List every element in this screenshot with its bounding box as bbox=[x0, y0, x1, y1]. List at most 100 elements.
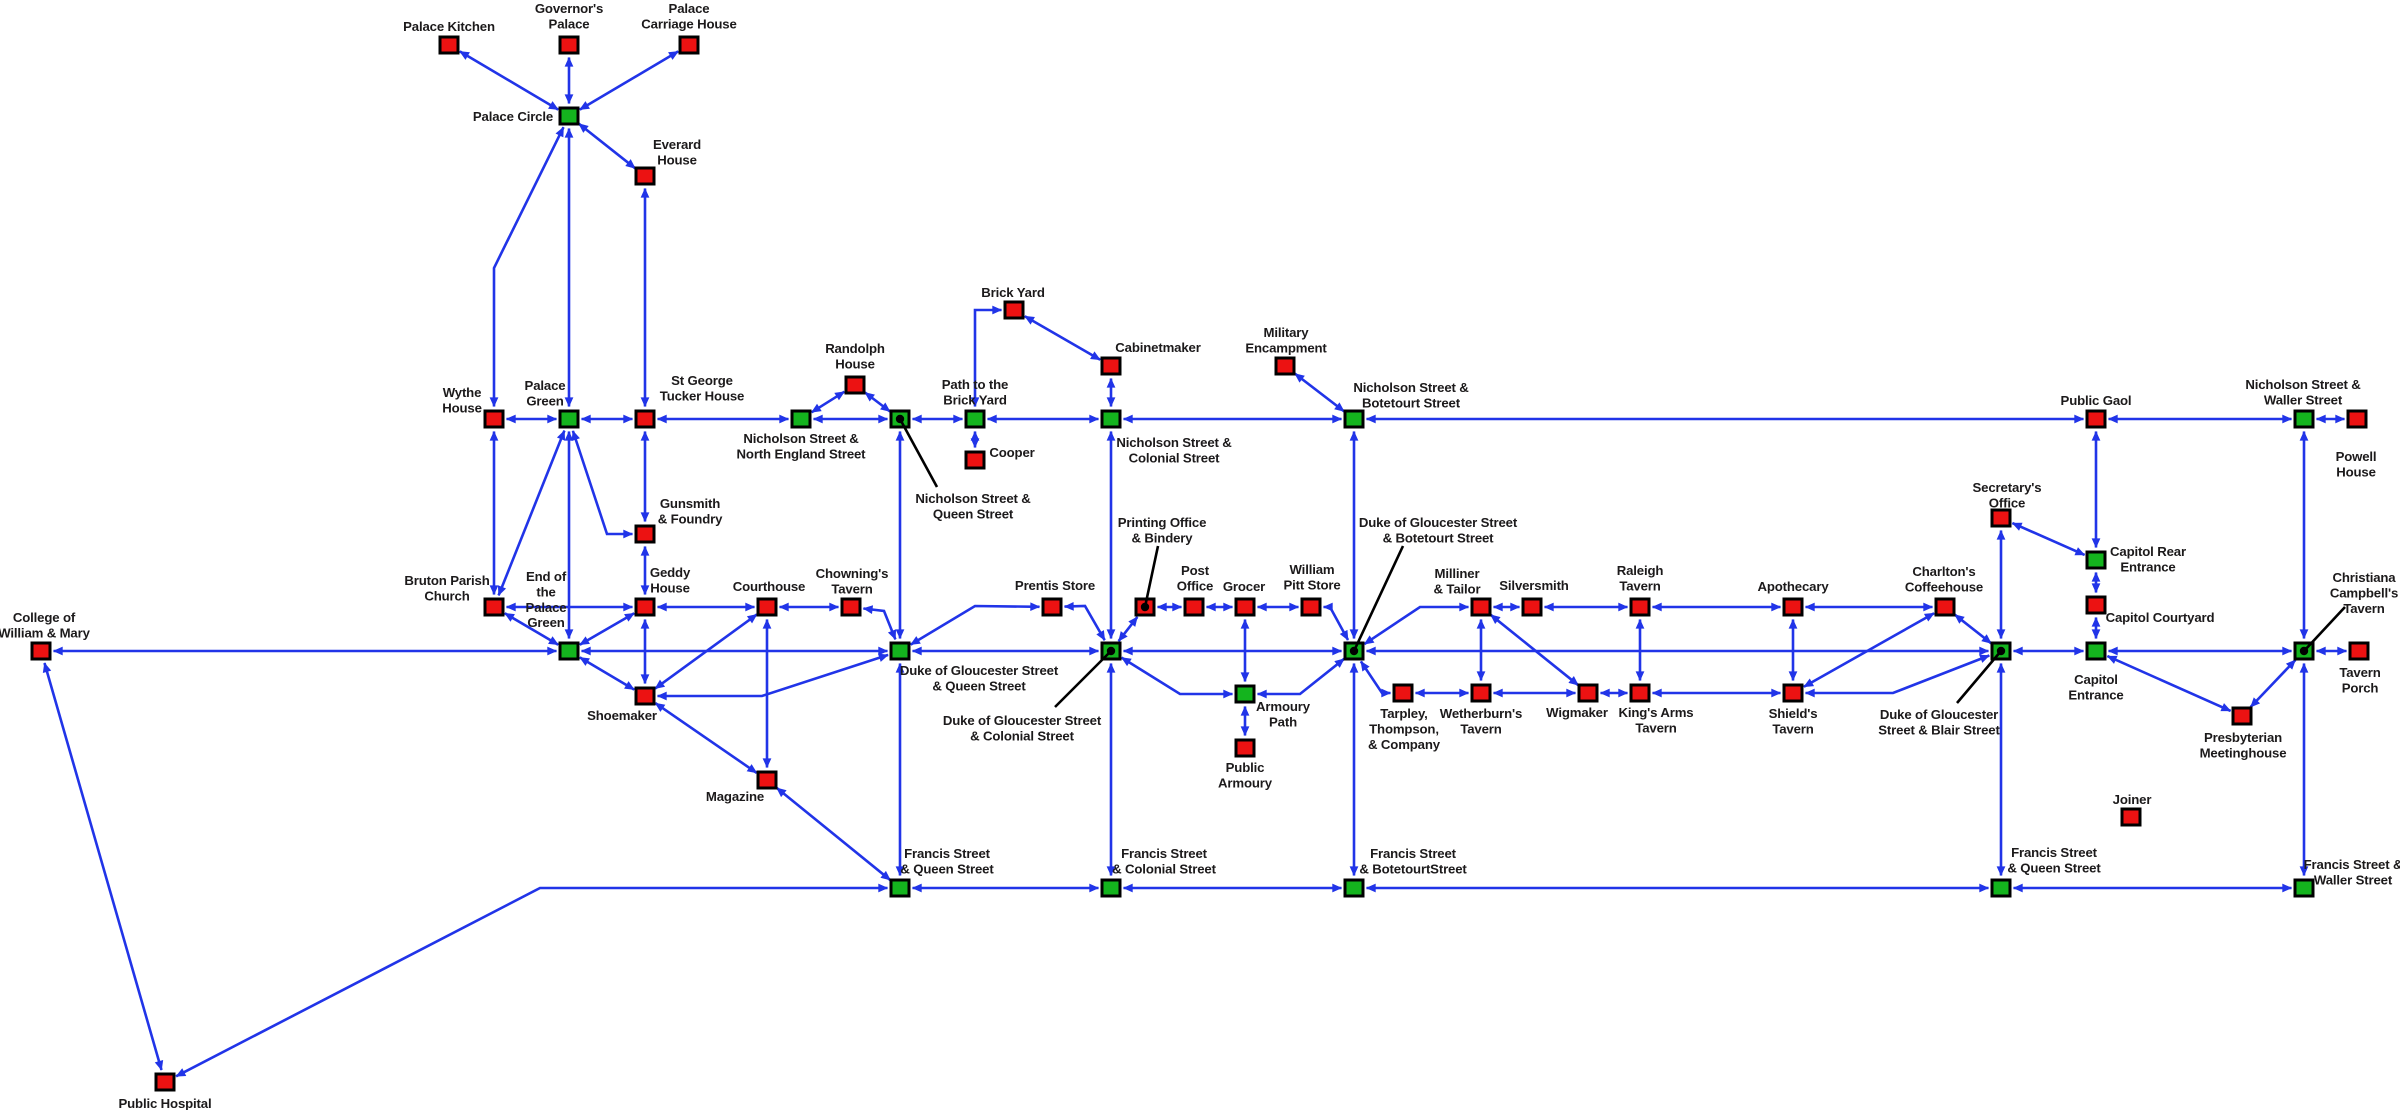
node-francis-waller[interactable] bbox=[2293, 878, 2315, 898]
node-wigmaker[interactable] bbox=[1577, 683, 1599, 703]
edge-brick-yard--cabinetmaker bbox=[1024, 315, 1101, 361]
node-label-geddy-house: Geddy House bbox=[650, 565, 691, 595]
node-label-francis-colonial: Francis Street & Colonial Street bbox=[1112, 846, 1216, 876]
node-label-governors-palace: Governor's Palace bbox=[535, 1, 603, 31]
edge-armoury-path--dog-botetourt bbox=[1256, 657, 1346, 699]
node-public-hospital[interactable] bbox=[154, 1072, 176, 1092]
node-wythe-house[interactable] bbox=[483, 409, 505, 429]
node-label-tavern-porch: Tavern Porch bbox=[2339, 665, 2380, 695]
node-milliner-tailor[interactable] bbox=[1470, 597, 1492, 617]
node-tarpley-thompson[interactable] bbox=[1392, 683, 1414, 703]
node-armoury-path[interactable] bbox=[1234, 684, 1256, 704]
node-kings-arms-tavern[interactable] bbox=[1629, 683, 1651, 703]
edge-palace-green--gunsmith-foundry bbox=[571, 430, 634, 539]
node-nicholson-botetourt[interactable] bbox=[1343, 409, 1365, 429]
node-geddy-house[interactable] bbox=[634, 597, 656, 617]
node-raleigh-tavern[interactable] bbox=[1629, 597, 1651, 617]
edge-shoemaker--magazine bbox=[654, 702, 758, 774]
node-palace-green[interactable] bbox=[558, 409, 580, 429]
node-college-wm[interactable] bbox=[30, 641, 52, 661]
node-francis-colonial[interactable] bbox=[1100, 878, 1122, 898]
node-label-randolph-house: Randolph House bbox=[825, 341, 885, 371]
node-label-armoury-path: Armoury Path bbox=[1256, 699, 1311, 729]
node-shoemaker[interactable] bbox=[634, 686, 656, 706]
edge-prentis-store--dog-colonial bbox=[1063, 601, 1106, 641]
node-everard-house[interactable] bbox=[634, 166, 656, 186]
node-prentis-store[interactable] bbox=[1041, 597, 1063, 617]
node-silversmith[interactable] bbox=[1521, 597, 1543, 617]
node-label-st-george-tucker: St George Tucker House bbox=[660, 373, 744, 403]
node-label-wetherburns-tavern: Wetherburn's Tavern bbox=[1440, 706, 1522, 736]
edge-palace-green--bruton-parish bbox=[497, 429, 566, 597]
node-label-powell-house: Powell House bbox=[2336, 449, 2377, 479]
node-gunsmith-foundry[interactable] bbox=[634, 524, 656, 544]
edge-path-brick-yard--brick-yard bbox=[970, 305, 1003, 408]
node-label-college-wm: College of William & Mary bbox=[0, 610, 91, 640]
node-label-christiana-campbells: Christiana Campbell's Tavern bbox=[2330, 570, 2398, 616]
node-secretarys-office[interactable] bbox=[1990, 508, 2012, 528]
node-joiner[interactable] bbox=[2120, 807, 2142, 827]
node-palace-kitchen[interactable] bbox=[438, 35, 460, 55]
node-capitol-rear-entrance[interactable] bbox=[2085, 550, 2107, 570]
node-label-post-office: Post Office bbox=[1177, 563, 1213, 593]
node-label-palace-green: Palace Green bbox=[525, 378, 566, 408]
node-powell-house[interactable] bbox=[2346, 409, 2368, 429]
node-label-capitol-courtyard: Capitol Courtyard bbox=[2106, 610, 2215, 625]
node-public-gaol[interactable] bbox=[2085, 409, 2107, 429]
node-nicholson-north-england[interactable] bbox=[790, 409, 812, 429]
node-francis-queen-right[interactable] bbox=[1990, 878, 2012, 898]
edge-palace-kitchen--palace-circle bbox=[459, 50, 559, 111]
node-path-brick-yard[interactable] bbox=[964, 409, 986, 429]
node-label-william-pitt-store: William Pitt Store bbox=[1283, 562, 1340, 592]
node-nicholson-colonial[interactable] bbox=[1100, 409, 1122, 429]
node-label-gunsmith-foundry: Gunsmith & Foundry bbox=[658, 496, 723, 526]
node-shields-tavern[interactable] bbox=[1782, 683, 1804, 703]
node-chownings-tavern[interactable] bbox=[840, 597, 862, 617]
node-label-path-brick-yard: Path to the Brick Yard bbox=[942, 377, 1008, 407]
node-st-george-tucker[interactable] bbox=[634, 409, 656, 429]
node-label-francis-waller: Francis Street & Waller Street bbox=[2304, 857, 2400, 887]
node-palace-circle[interactable] bbox=[558, 106, 580, 126]
edge-randolph-house--nicholson-queen bbox=[864, 391, 891, 413]
edge-charltons-coffeehouse--dog-blair bbox=[1953, 613, 1993, 645]
node-governors-palace[interactable] bbox=[558, 35, 580, 55]
node-public-armoury[interactable] bbox=[1234, 738, 1256, 758]
node-francis-botetourt[interactable] bbox=[1343, 878, 1365, 898]
node-dog-queen[interactable] bbox=[889, 641, 911, 661]
node-charltons-coffeehouse[interactable] bbox=[1934, 597, 1956, 617]
edge-shields-tavern--dog-blair bbox=[1804, 654, 1990, 698]
node-label-dog-colonial: Duke of Gloucester Street & Colonial Stre… bbox=[943, 713, 1102, 743]
node-randolph-house[interactable] bbox=[844, 375, 866, 395]
node-francis-queen[interactable] bbox=[889, 878, 911, 898]
node-courthouse[interactable] bbox=[756, 597, 778, 617]
node-capitol-entrance[interactable] bbox=[2085, 641, 2107, 661]
node-magazine[interactable] bbox=[756, 770, 778, 790]
node-end-palace-green[interactable] bbox=[558, 641, 580, 661]
node-label-palace-kitchen: Palace Kitchen bbox=[403, 19, 495, 34]
node-bruton-parish[interactable] bbox=[483, 597, 505, 617]
node-label-dog-queen: Duke of Gloucester Street & Queen Street bbox=[900, 663, 1059, 693]
node-brick-yard[interactable] bbox=[1003, 300, 1025, 320]
edge-secretarys-office--capitol-rear-entrance bbox=[2011, 521, 2086, 557]
node-label-nicholson-botetourt: Nicholson Street & Botetourt Street bbox=[1353, 380, 1469, 410]
node-wetherburns-tavern[interactable] bbox=[1470, 683, 1492, 703]
node-tavern-porch[interactable] bbox=[2348, 641, 2370, 661]
node-capitol-courtyard[interactable] bbox=[2085, 595, 2107, 615]
edge-dog-colonial--printing-office bbox=[1117, 616, 1139, 642]
node-label-capitol-entrance: Capitol Entrance bbox=[2068, 672, 2123, 702]
node-label-nicholson-north-england: Nicholson Street & North England Street bbox=[737, 431, 867, 461]
node-military-encampment[interactable] bbox=[1274, 356, 1296, 376]
edge-william-pitt-store--dog-botetourt bbox=[1322, 602, 1350, 641]
node-presbyterian-meetinghouse[interactable] bbox=[2231, 706, 2253, 726]
edge-bruton-parish--end-palace-green bbox=[504, 612, 559, 646]
node-label-palace-carriage-house: Palace Carriage House bbox=[641, 1, 736, 31]
node-nicholson-waller[interactable] bbox=[2293, 409, 2315, 429]
node-label-printing-office: Printing Office & Bindery bbox=[1118, 515, 1207, 545]
node-william-pitt-store[interactable] bbox=[1300, 597, 1322, 617]
node-grocer[interactable] bbox=[1234, 597, 1256, 617]
node-cooper[interactable] bbox=[964, 450, 986, 470]
node-palace-carriage-house[interactable] bbox=[678, 35, 700, 55]
node-apothecary[interactable] bbox=[1782, 597, 1804, 617]
node-cabinetmaker[interactable] bbox=[1100, 356, 1122, 376]
node-post-office[interactable] bbox=[1183, 597, 1205, 617]
